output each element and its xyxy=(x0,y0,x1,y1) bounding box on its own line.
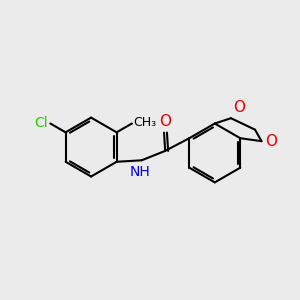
Text: NH: NH xyxy=(130,165,151,179)
Text: Cl: Cl xyxy=(34,116,48,130)
Text: O: O xyxy=(233,100,245,115)
Text: O: O xyxy=(160,114,172,129)
Text: CH₃: CH₃ xyxy=(134,116,157,129)
Text: O: O xyxy=(266,134,278,149)
